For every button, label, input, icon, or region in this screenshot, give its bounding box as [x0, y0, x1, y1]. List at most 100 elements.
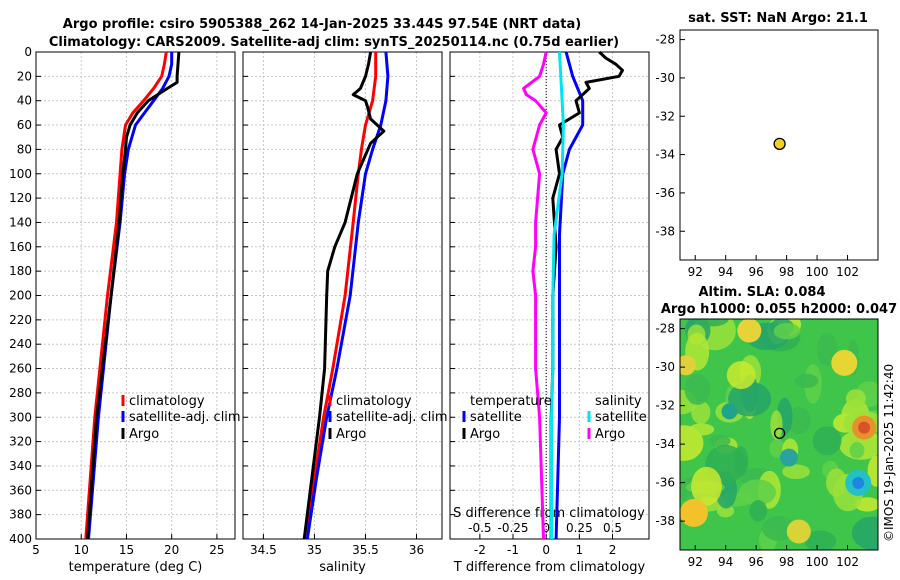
x-tick-label: 98 [779, 555, 794, 569]
x-tick-label: 102 [836, 265, 859, 279]
top-x-tick-label: -0.5 [468, 521, 491, 535]
y-tick-label: -36 [655, 476, 675, 490]
series-climatology-line [302, 52, 378, 540]
depth-tick-label: 220 [9, 313, 32, 327]
series-argo-line [86, 51, 181, 540]
title-line1: Argo profile: csiro 5905388_262 14-Jan-2… [63, 17, 581, 32]
legend-sal-satellite-label: satellite [595, 410, 647, 425]
x-tick-label: 96 [749, 265, 764, 279]
depth-tick-label: 320 [9, 435, 32, 449]
legend-salinity-title: salinity [595, 394, 642, 409]
y-tick-label: -28 [655, 33, 675, 47]
legend-sal-argo-label: Argo [595, 427, 625, 442]
y-tick-label: -38 [655, 224, 675, 238]
series-sal-argo-line [522, 51, 548, 540]
credit-text: ©IMOS 19-Jan-2025 11:42:40 [882, 364, 896, 542]
heatmap-blob [769, 439, 785, 458]
legend-temperature-title: temperature [470, 394, 552, 409]
legend-argo-label: Argo [129, 427, 159, 442]
plot-frame [242, 51, 443, 540]
plot-frame [35, 51, 236, 540]
heatmap-blob [770, 410, 783, 440]
y-tick-label: -34 [655, 148, 675, 162]
heatmap-blob [812, 426, 842, 456]
depth-tick-label: 20 [17, 69, 32, 83]
heatmap-blob [728, 381, 772, 417]
heatmap-blob [716, 504, 735, 518]
x-tick-label: 15 [119, 543, 134, 557]
x-tick-label: 25 [209, 543, 224, 557]
depth-tick-label: 180 [9, 264, 32, 278]
legend-climatology-label: climatology [129, 394, 205, 409]
heatmap-blob [696, 319, 729, 327]
heatmap-blob [816, 332, 838, 367]
x-tick-label: 94 [718, 555, 733, 569]
map-frame [679, 318, 879, 551]
sst-map-title: sat. SST: NaN Argo: 21.1 [688, 11, 868, 26]
y-tick-label: -32 [655, 109, 675, 123]
heatmap-blob [737, 319, 762, 343]
heatmap-blob [684, 374, 711, 405]
depth-tick-label: 300 [9, 410, 32, 424]
heatmap-blob [845, 389, 866, 408]
x-tick-label: 100 [806, 555, 829, 569]
top-x-tick-label: 0.5 [603, 521, 622, 535]
x-tick-label: 35.5 [352, 543, 379, 557]
sst-map-panel: 92 94 96 98 100 102 -28 -30 -32 -34 -36 -38 [655, 29, 879, 279]
x-tick-label: 92 [688, 265, 703, 279]
heatmap-blob [849, 442, 865, 459]
x-tick-label: 10 [74, 543, 89, 557]
top-x-axis-label: S difference from climatology [453, 506, 645, 521]
depth-tick-label: 380 [9, 508, 32, 522]
map-frame [679, 29, 879, 261]
heatmap-blob [691, 466, 722, 506]
heatmap-blob [680, 499, 708, 527]
heatmap-blob [852, 477, 865, 489]
y-tick-label: -30 [655, 71, 675, 85]
y-tick-label: -36 [655, 186, 675, 200]
x-tick-label: 0 [542, 543, 550, 557]
x-tick-label: 100 [806, 265, 829, 279]
depth-tick-label: 0 [24, 45, 32, 59]
sla-map-title-line1: Altim. SLA: 0.084 [699, 285, 826, 300]
depth-tick-label: 280 [9, 386, 32, 400]
depth-tick-label: 140 [9, 215, 32, 229]
x-tick-label: 96 [749, 555, 764, 569]
top-x-tick-label: -0.25 [497, 521, 528, 535]
heatmap-blob [708, 434, 731, 448]
heatmap-blob [680, 355, 696, 376]
x-tick-label: 98 [779, 265, 794, 279]
legend-climatology-label: climatology [336, 394, 412, 409]
heatmap-blob [786, 406, 811, 435]
float-position-marker [773, 427, 786, 439]
heatmap-blob [749, 500, 768, 522]
heatmap-blob [794, 373, 819, 388]
heatmap-layer [680, 319, 878, 550]
x-tick-label: 94 [718, 265, 733, 279]
sla-map-title-line2: Argo h1000: 0.055 h2000: 0.047 [661, 302, 897, 317]
heatmap-blob [689, 423, 715, 436]
x-tick-label: 102 [836, 555, 859, 569]
top-x-tick-label: 0.25 [566, 521, 593, 535]
difference-panel: -2 -1 0 1 2 T difference from climatology -0.5… [449, 50, 650, 575]
depth-tick-label: 60 [17, 118, 32, 132]
heatmap-blob [786, 519, 811, 544]
y-tick-label: -32 [655, 399, 675, 413]
depth-tick-label: 40 [17, 94, 32, 108]
heatmap-blob [773, 323, 801, 340]
x-tick-label: 1 [576, 543, 584, 557]
salinity-panel: 34.5 35 35.5 36 salinity climatologysatellite… [242, 51, 448, 575]
depth-tick-label: 240 [9, 337, 32, 351]
depth-tick-label: 360 [9, 483, 32, 497]
heatmap-blob [858, 421, 871, 434]
x-tick-label: 36 [409, 543, 424, 557]
x-tick-label: -1 [507, 543, 519, 557]
y-tick-label: -30 [655, 360, 675, 374]
x-axis-label: salinity [319, 560, 366, 575]
series-climatology-line [84, 51, 168, 540]
title-line2: Climatology: CARS2009. Satellite-adj cli… [49, 35, 619, 50]
heatmap-blob [831, 349, 858, 376]
sla-map-panel: 92 94 96 98 100 102 -28 -30 -32 -34 -36 -38 [655, 318, 879, 569]
heatmap-blob [734, 446, 749, 477]
